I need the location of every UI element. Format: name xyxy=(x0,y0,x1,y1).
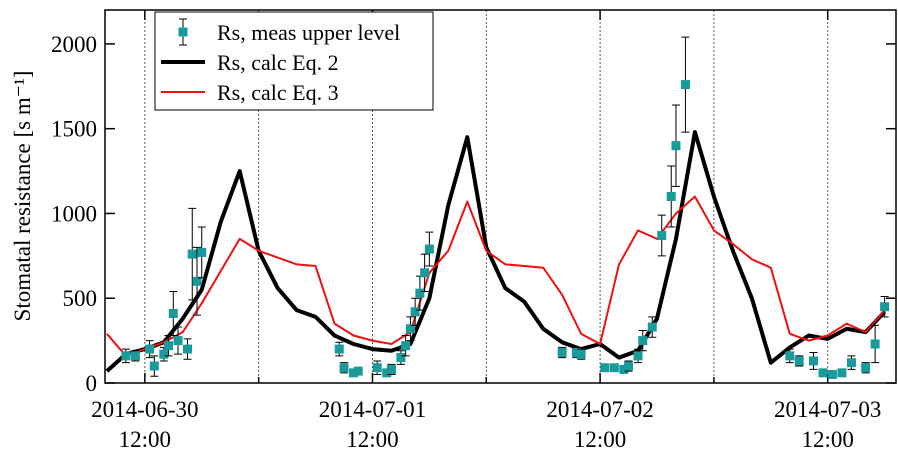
data-point xyxy=(880,302,890,312)
data-point xyxy=(149,361,159,371)
data-point xyxy=(870,339,880,349)
data-point xyxy=(827,370,837,380)
data-point xyxy=(145,344,155,354)
y-tick-label: 2000 xyxy=(51,32,97,57)
y-tick-label: 1000 xyxy=(51,201,97,226)
legend-label: Rs, calc Eq. 2 xyxy=(217,50,339,75)
line-series xyxy=(105,130,887,373)
data-point xyxy=(130,351,140,361)
legend-marker xyxy=(178,27,188,37)
data-point xyxy=(348,368,358,378)
data-point xyxy=(164,341,174,351)
data-point xyxy=(671,141,681,151)
data-point xyxy=(424,244,434,254)
data-point xyxy=(647,322,657,332)
data-point xyxy=(785,351,795,361)
data-point xyxy=(372,363,382,373)
data-point xyxy=(846,358,856,368)
data-point xyxy=(415,288,425,298)
x-tick-label: 2014-07-03 xyxy=(774,397,881,422)
data-point xyxy=(386,364,396,374)
data-point xyxy=(420,268,430,278)
data-point xyxy=(808,356,818,366)
plot-area xyxy=(105,36,890,380)
x-tick-label: 2014-07-02 xyxy=(546,397,653,422)
data-point xyxy=(794,356,804,366)
data-point xyxy=(159,349,169,359)
x-tick-label: 2014-06-30 xyxy=(91,397,198,422)
data-point xyxy=(609,363,619,373)
data-point xyxy=(680,80,690,90)
data-point xyxy=(619,364,629,374)
y-tick-label: 500 xyxy=(63,286,98,311)
data-point xyxy=(192,276,202,286)
data-point xyxy=(657,230,667,240)
data-point xyxy=(334,344,344,354)
data-point xyxy=(557,347,567,357)
data-point xyxy=(353,366,363,376)
data-point xyxy=(600,363,610,373)
data-point xyxy=(121,351,131,361)
line-series xyxy=(106,195,886,357)
x-tick-label: 12:00 xyxy=(802,427,854,452)
data-point xyxy=(837,368,847,378)
y-tick-label: 1500 xyxy=(51,117,97,142)
legend-label: Rs, calc Eq. 3 xyxy=(217,80,339,105)
data-point xyxy=(624,361,634,371)
data-point xyxy=(638,336,648,346)
data-point xyxy=(571,347,581,357)
data-point xyxy=(666,192,676,201)
data-point xyxy=(401,341,411,351)
data-point xyxy=(183,344,193,354)
y-axis-label: Stomatal resistance [s m⁻¹] xyxy=(10,71,35,322)
x-tick-label: 2014-07-01 xyxy=(319,397,426,422)
data-point xyxy=(187,249,197,259)
data-point xyxy=(861,363,871,373)
legend-label: Rs, meas upper level xyxy=(217,20,400,45)
data-point xyxy=(197,247,207,257)
x-tick-label: 12:00 xyxy=(574,427,626,452)
data-point xyxy=(818,368,828,378)
plot-frame xyxy=(104,9,897,384)
y-tick-label: 0 xyxy=(86,371,98,396)
data-point xyxy=(633,351,643,361)
data-point xyxy=(382,368,392,378)
x-tick-label: 12:00 xyxy=(346,427,398,452)
data-point xyxy=(576,349,586,359)
data-point xyxy=(410,307,420,317)
data-point xyxy=(405,324,415,334)
data-point xyxy=(339,363,349,373)
x-tick-label: 12:00 xyxy=(119,427,171,452)
data-point xyxy=(168,308,178,318)
data-point xyxy=(396,353,406,363)
data-point xyxy=(173,336,183,346)
